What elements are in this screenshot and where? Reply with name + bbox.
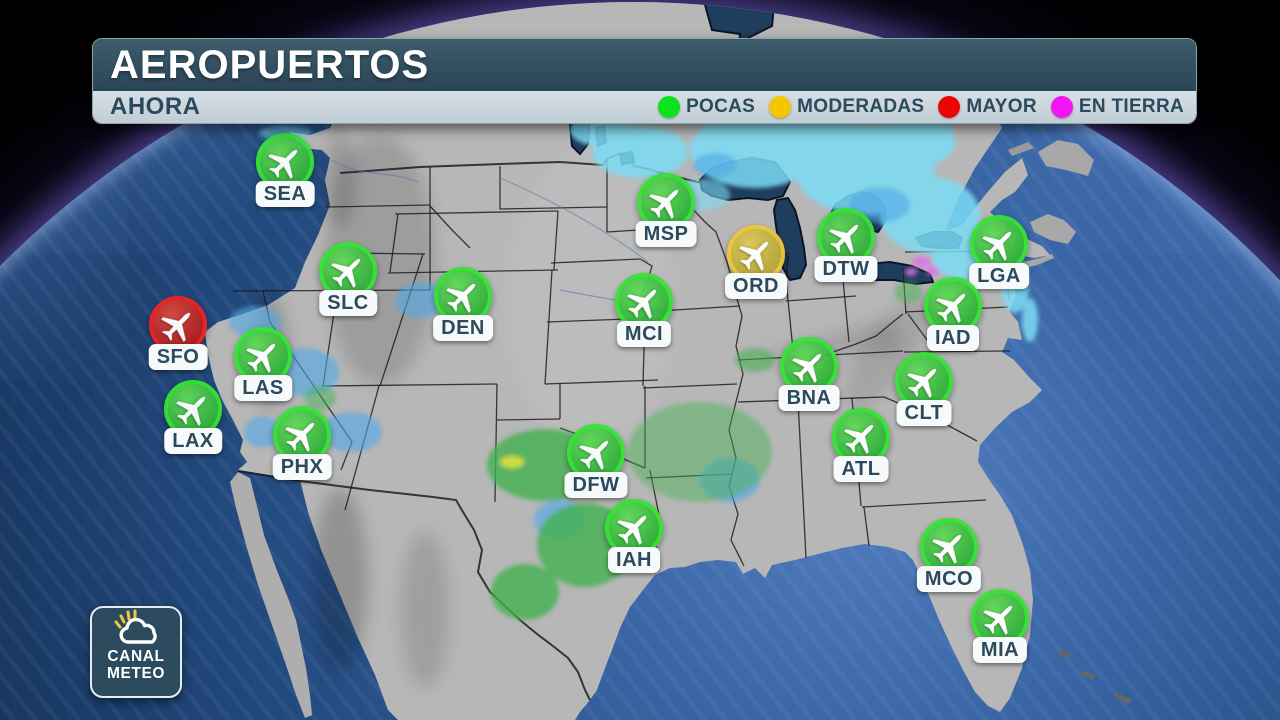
legend-status-dot: [1050, 96, 1073, 118]
legend-label: MAYOR: [966, 96, 1037, 117]
airplane-icon: [983, 605, 1013, 635]
legend-item-mayor: MAYOR: [938, 96, 1037, 118]
airplane-icon: [268, 149, 298, 179]
legend-label: MODERADAS: [797, 96, 925, 117]
canal-meteo-logo: CANAL METEO: [90, 606, 182, 698]
subtitle-bar: AHORA POCAS MODERADAS MAYOR EN TIERRA: [93, 91, 1196, 123]
title-bar: AEROPUERTOS: [93, 39, 1196, 91]
airport-code-label: SEA: [255, 181, 315, 207]
airport-code-label: MCO: [916, 566, 982, 592]
airport-code-label: LAX: [164, 428, 222, 454]
airplane-icon: [285, 422, 315, 452]
airplane-icon: [446, 283, 476, 313]
airplane-icon: [627, 289, 657, 319]
airplane-icon: [936, 293, 966, 323]
airport-code-label: MIA: [972, 637, 1028, 663]
hudson-bay-east: [845, 2, 908, 32]
airplane-icon: [932, 534, 962, 564]
airplane-icon: [907, 368, 937, 398]
airport-code-label: BNA: [778, 385, 840, 411]
airport-code-label: ORD: [725, 273, 787, 299]
newfoundland: [1038, 140, 1094, 176]
airplane-icon: [331, 258, 361, 288]
airport-code-label: SFO: [148, 344, 208, 370]
airplane-icon: [176, 396, 206, 426]
radar-overlay: [229, 105, 1038, 620]
airport-code-label: MCI: [616, 321, 672, 347]
airplane-icon: [161, 312, 191, 342]
airport-code-label: LAS: [234, 375, 292, 401]
airport-code-label: PHX: [272, 454, 332, 480]
airplane-icon: [844, 424, 874, 454]
legend-item-pocas: POCAS: [658, 96, 755, 118]
airplane-icon: [246, 343, 276, 373]
legend-status-dot: [658, 96, 681, 118]
airport-code-label: MSP: [635, 221, 697, 247]
legend-status-dot: [938, 96, 961, 118]
airplane-icon: [649, 189, 679, 219]
airport-code-label: DTW: [814, 256, 878, 282]
airport-code-label: DFW: [564, 472, 628, 498]
airport-code-label: LGA: [969, 263, 1029, 289]
airplane-icon: [829, 224, 859, 254]
title-banner: AEROPUERTOS AHORA POCAS MODERADAS MAYOR …: [92, 38, 1197, 124]
airport-code-label: DEN: [433, 315, 493, 341]
nova-scotia: [1030, 214, 1076, 244]
legend-item-en_tierra: EN TIERRA: [1050, 96, 1184, 118]
airplane-icon: [982, 231, 1012, 261]
logo-line1: CANAL: [107, 648, 165, 665]
airport-code-label: IAH: [608, 547, 660, 573]
delay-legend: POCAS MODERADAS MAYOR EN TIERRA: [658, 96, 1196, 118]
radar-heavy-cell: [500, 456, 524, 468]
airport-code-label: IAD: [927, 325, 979, 351]
airport-code-label: CLT: [896, 400, 952, 426]
baja-peninsula: [230, 472, 312, 718]
subtitle: AHORA: [110, 93, 201, 120]
legend-status-dot: [769, 96, 792, 118]
legend-label: EN TIERRA: [1078, 96, 1184, 117]
anticosti-island: [1008, 142, 1034, 156]
airplane-icon: [579, 440, 609, 470]
airport-code-label: SLC: [319, 290, 377, 316]
airport-code-label: ATL: [833, 456, 889, 482]
airplane-icon: [739, 241, 769, 271]
legend-item-moderadas: MODERADAS: [769, 96, 924, 118]
sun-cloud-icon: [114, 609, 157, 644]
logo-line2: METEO: [106, 665, 166, 682]
legend-label: POCAS: [686, 96, 756, 117]
airplane-icon: [792, 353, 822, 383]
radar-ice: [905, 256, 940, 276]
airplane-icon: [617, 515, 647, 545]
mexico-border: [237, 470, 591, 701]
bahamas-islands: [1058, 650, 1132, 704]
page-title: AEROPUERTOS: [110, 42, 430, 87]
